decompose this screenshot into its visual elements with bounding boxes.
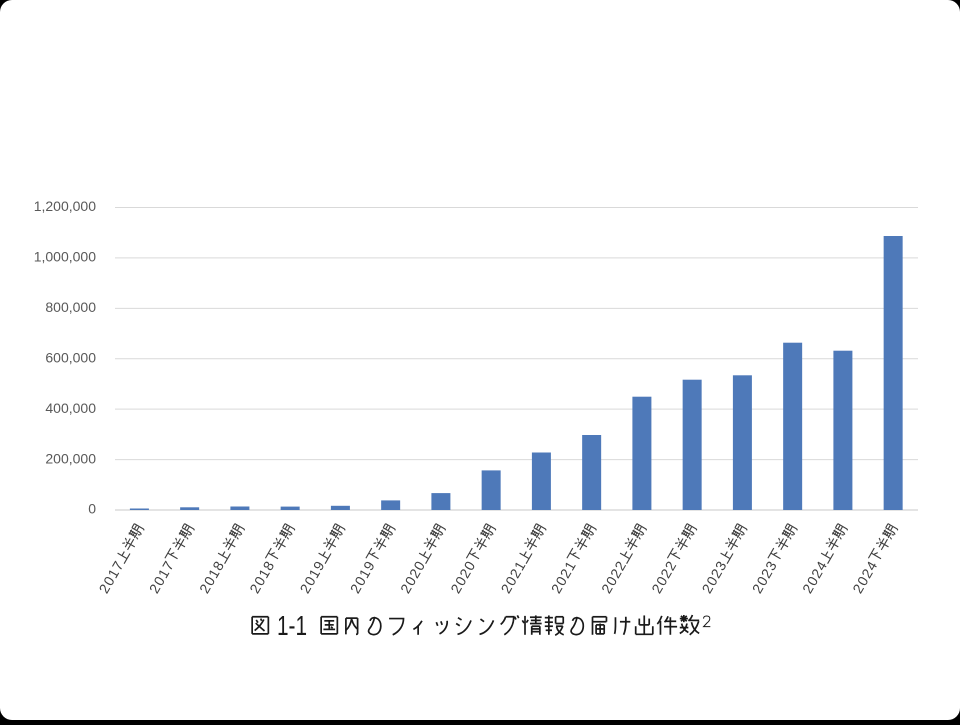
svg-text:2022: 2022 (648, 558, 679, 596)
svg-text:2020: 2020 (397, 558, 428, 596)
svg-text:2019: 2019 (347, 558, 378, 596)
svg-text:600,000: 600,000 (45, 349, 96, 365)
svg-text:0: 0 (88, 501, 96, 517)
svg-text:2024: 2024 (849, 558, 880, 596)
svg-text:2018: 2018 (246, 558, 277, 596)
svg-text:2021: 2021 (548, 558, 579, 596)
svg-text:400,000: 400,000 (45, 400, 96, 416)
svg-text:2018: 2018 (196, 558, 227, 596)
svg-text:2017: 2017 (146, 558, 177, 596)
svg-text:1,000,000: 1,000,000 (34, 249, 96, 265)
svg-text:2023: 2023 (749, 558, 780, 596)
svg-text:2019: 2019 (297, 558, 328, 596)
svg-text:2024: 2024 (799, 558, 830, 596)
svg-text:1,200,000: 1,200,000 (34, 198, 96, 214)
svg-text:2023: 2023 (699, 558, 730, 596)
svg-text:1-1: 1-1 (277, 610, 307, 641)
svg-text:200,000: 200,000 (45, 450, 96, 466)
svg-text:2021: 2021 (498, 558, 529, 596)
svg-text:800,000: 800,000 (45, 299, 96, 315)
svg-text:2017: 2017 (96, 558, 127, 596)
svg-text:2022: 2022 (598, 558, 629, 596)
svg-text:2020: 2020 (447, 558, 478, 596)
